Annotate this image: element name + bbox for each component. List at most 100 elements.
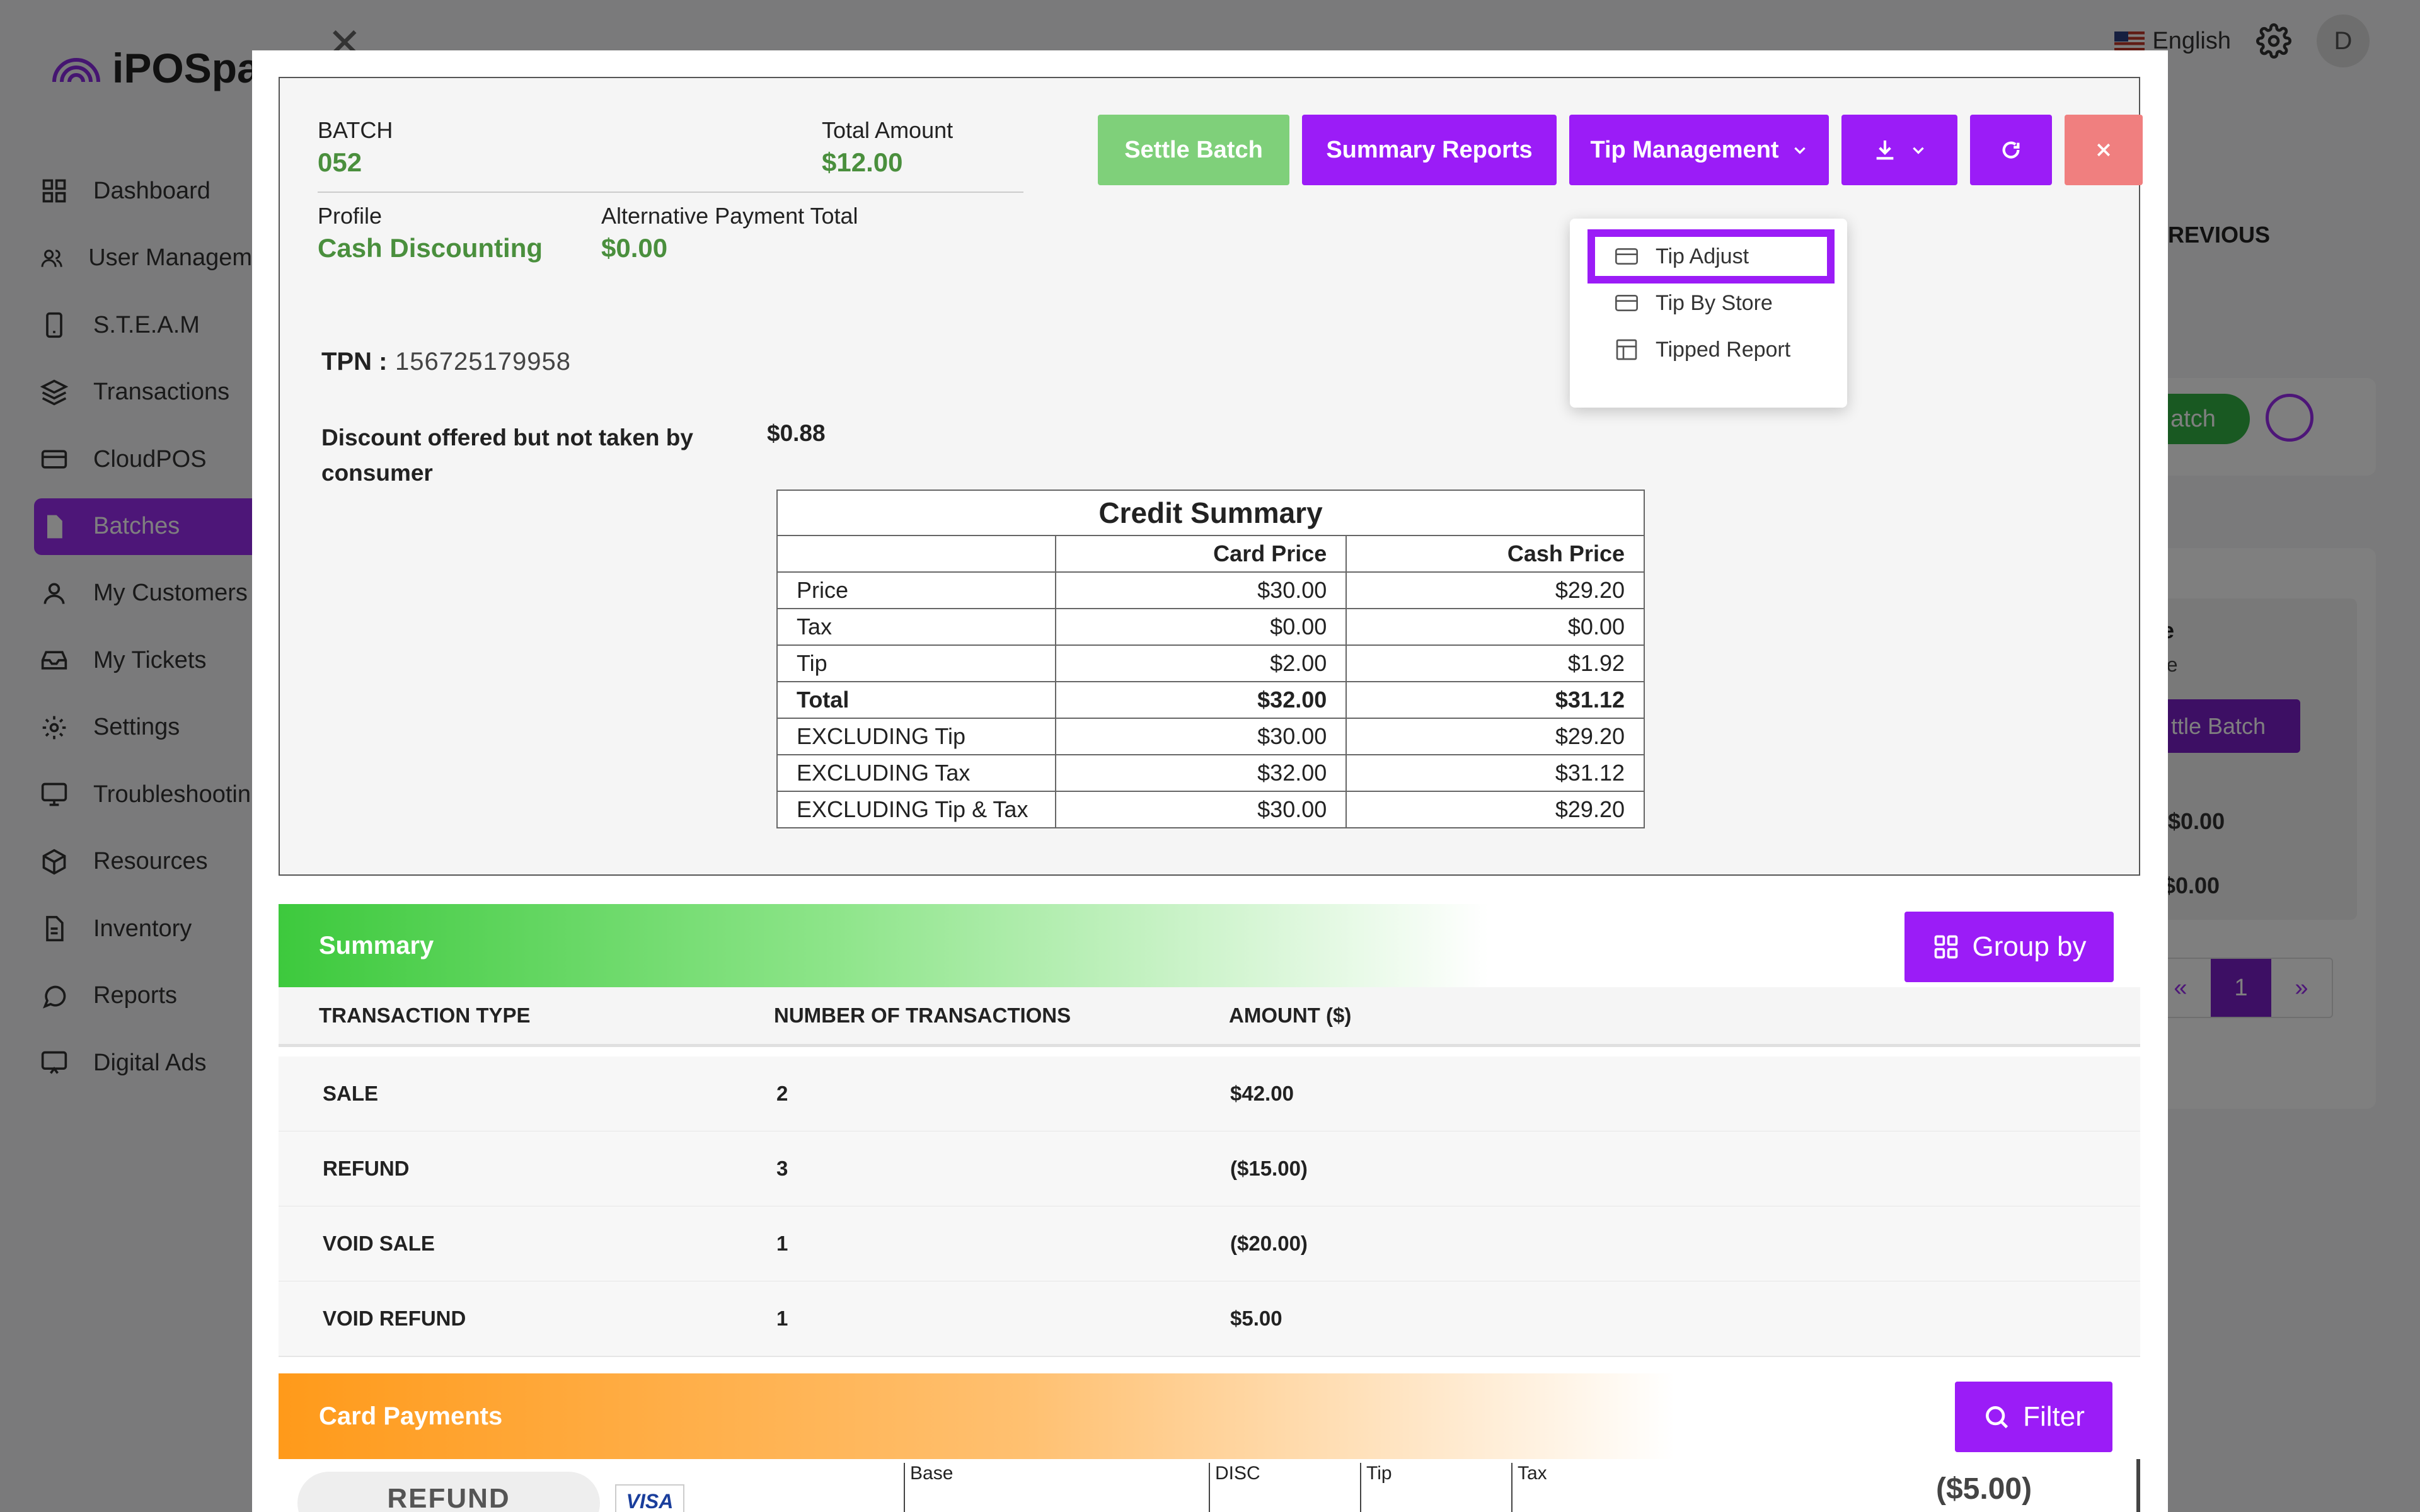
row-label: EXCLUDING Tax (776, 754, 1056, 792)
credit-summary-title: Credit Summary (776, 490, 1645, 536)
batch-detail-modal: BATCH 052 Total Amount $12.00 Profile Ca… (252, 50, 2168, 1512)
tip-management-menu: Tip Adjust Tip By Store Tipped Report (1570, 219, 1847, 408)
summary-title: Summary (319, 931, 434, 959)
table-row: EXCLUDING Tax $32.00 $31.12 (776, 754, 1645, 792)
row-label: Tax (776, 608, 1056, 646)
menu-item-tip-by-store[interactable]: Tip By Store (1614, 284, 1773, 322)
card-icon (1615, 295, 1638, 311)
batch-value: 052 (318, 147, 362, 177)
transaction-count: 2 (776, 1082, 788, 1105)
table-row: SALE 2 $42.00 (279, 1057, 2140, 1132)
table-row: EXCLUDING Tip $30.00 $29.20 (776, 718, 1645, 755)
table-row: Price $30.00 $29.20 (776, 571, 1645, 609)
cash-price: $31.12 (1345, 681, 1645, 719)
close-modal-button[interactable] (2065, 115, 2143, 185)
row-label: Total (776, 681, 1056, 719)
refresh-icon (2002, 141, 2020, 159)
download-icon (1876, 140, 1894, 160)
column-header: AMOUNT ($) (1229, 1004, 1352, 1027)
table-header: Cash Price (1345, 535, 1645, 573)
card-icon (1615, 248, 1638, 265)
table-row: Tip $2.00 $1.92 (776, 644, 1645, 682)
alt-payment-value: $0.00 (601, 233, 668, 263)
summary-reports-button[interactable]: Summary Reports (1302, 115, 1557, 185)
tip-management-label: Tip Management (1590, 136, 1779, 163)
card-price: $32.00 (1054, 681, 1347, 719)
card-payment-row[interactable]: REFUND VISA Base DISC Tip Tax ($5.00) (279, 1459, 2140, 1512)
total-amount-label: Total Amount (822, 117, 954, 143)
cash-price: $31.12 (1345, 754, 1645, 792)
row-label: EXCLUDING Tip & Tax (776, 791, 1056, 828)
total-amount-value: $12.00 (822, 147, 903, 177)
filter-button[interactable]: Filter (1955, 1382, 2112, 1452)
payment-amount: ($5.00) (1936, 1472, 2032, 1506)
column-header: NUMBER OF TRANSACTIONS (774, 1004, 1071, 1027)
transaction-amount: $42.00 (1230, 1082, 1294, 1105)
transaction-type-badge: REFUND (297, 1472, 600, 1512)
settle-batch-button[interactable]: Settle Batch (1098, 115, 1289, 185)
search-icon (1986, 1406, 2008, 1429)
profile-label: Profile (318, 203, 383, 229)
card-price: $2.00 (1054, 644, 1347, 682)
grid-icon (1934, 935, 1957, 959)
row-label: Price (776, 571, 1056, 609)
cash-price: $29.20 (1345, 791, 1645, 828)
divider (608, 192, 1023, 193)
menu-item-tipped-report[interactable]: Tipped Report (1614, 331, 1790, 369)
download-button[interactable] (1841, 115, 1957, 185)
close-icon (2097, 143, 2111, 157)
chevron-down-icon (1913, 147, 1924, 154)
row-label: EXCLUDING Tip (776, 718, 1056, 755)
transaction-type: REFUND (323, 1157, 410, 1180)
table-row: Tax $0.00 $0.00 (776, 608, 1645, 646)
filter-label: Filter (2023, 1401, 2085, 1432)
selection-highlight (1587, 229, 1835, 284)
menu-item-label: Tip By Store (1656, 290, 1773, 315)
table-header (776, 535, 1056, 573)
card-payments-title: Card Payments (319, 1402, 503, 1430)
card-price: $30.00 (1054, 791, 1347, 828)
cash-price: $0.00 (1345, 608, 1645, 646)
card-price: $30.00 (1054, 571, 1347, 609)
row-label: Tip (776, 644, 1056, 682)
tip-management-button[interactable]: Tip Management (1569, 115, 1829, 185)
discount-value: $0.88 (767, 420, 826, 446)
cash-price: $1.92 (1345, 644, 1645, 682)
summary-table-header: TRANSACTION TYPE NUMBER OF TRANSACTIONS … (279, 987, 2140, 1047)
tpn-value: 156725179958 (395, 348, 571, 375)
profile-value: Cash Discounting (318, 233, 543, 263)
table-row: REFUND 3 ($15.00) (279, 1131, 2140, 1207)
transaction-amount: $5.00 (1230, 1307, 1282, 1330)
table-header: Card Price (1054, 535, 1347, 573)
transaction-amount: ($20.00) (1230, 1232, 1308, 1255)
card-price: $0.00 (1054, 608, 1347, 646)
transaction-type: VOID SALE (323, 1232, 435, 1255)
table-row: VOID REFUND 1 $5.00 (279, 1281, 2140, 1357)
batch-label: BATCH (318, 117, 393, 143)
transaction-type: VOID REFUND (323, 1307, 466, 1330)
cash-price: $29.20 (1345, 718, 1645, 755)
transaction-amount: ($15.00) (1230, 1157, 1308, 1180)
divider (318, 192, 608, 193)
card-price: $30.00 (1054, 718, 1347, 755)
column-label: Tax (1511, 1463, 1547, 1512)
column-header: TRANSACTION TYPE (319, 1004, 531, 1027)
discount-label: Discount offered but not taken by consum… (321, 425, 693, 486)
transaction-type: SALE (323, 1082, 379, 1105)
menu-item-label: Tip Adjust (1656, 244, 1749, 268)
batch-info-box: BATCH 052 Total Amount $12.00 Profile Ca… (279, 77, 2143, 876)
card-payments-header-bar: Card Payments (279, 1373, 2140, 1459)
table-icon (1616, 339, 1637, 360)
group-by-label: Group by (1972, 931, 2087, 962)
table-row: Total $32.00 $31.12 (776, 681, 1645, 719)
column-label: Tip (1360, 1463, 1392, 1512)
transaction-count: 1 (776, 1232, 788, 1255)
table-row: EXCLUDING Tip & Tax $30.00 $29.20 (776, 791, 1645, 828)
menu-item-label: Tipped Report (1656, 337, 1791, 362)
tpn-label: TPN : (321, 348, 388, 375)
cash-price: $29.20 (1345, 571, 1645, 609)
table-row: VOID SALE 1 ($20.00) (279, 1206, 2140, 1282)
group-by-button[interactable]: Group by (1904, 912, 2114, 982)
menu-item-tip-adjust[interactable]: Tip Adjust (1614, 238, 1749, 275)
refresh-button[interactable] (1970, 115, 2052, 185)
